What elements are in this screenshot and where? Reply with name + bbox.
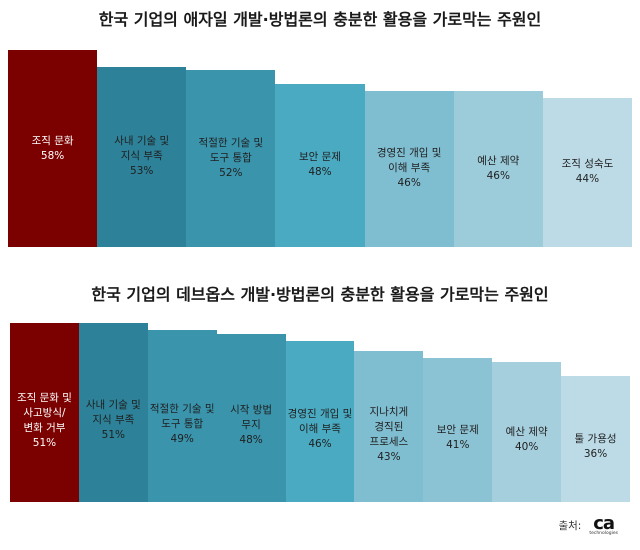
category-label: 지나치게 경직된 프로세스	[369, 405, 409, 448]
value-label: 46%	[397, 177, 421, 190]
bar-label: 예산 제약 40%	[492, 425, 561, 455]
bar	[542, 97, 632, 247]
bar	[285, 340, 355, 502]
bar-label: 보안 문제 41%	[423, 423, 492, 453]
bar	[492, 361, 562, 502]
bar-label: 예산 제약 46%	[454, 154, 543, 184]
category-label: 예산 제약	[505, 425, 548, 438]
category-label: 보안 문제	[436, 424, 479, 437]
bar	[561, 375, 630, 502]
value-label: 52%	[219, 167, 243, 180]
value-label: 48%	[239, 434, 263, 447]
ca-technologies-logo: ca technologies	[589, 515, 618, 537]
chart-title-devops: 한국 기업의 데브옵스 개발·방법론의 충분한 활용을 가로막는 주원인	[91, 285, 549, 304]
category-label: 경영진 개입 및 이해 부족	[287, 407, 353, 435]
bar-label: 툴 가용성 36%	[561, 432, 630, 462]
category-label: 적절한 기술 및 도구 통합	[149, 402, 215, 430]
bar	[10, 323, 79, 502]
bar-label: 조직 성숙도 44%	[543, 157, 632, 187]
category-label: 조직 성숙도	[561, 158, 614, 171]
bar-label: 조직 문화 및 사고방식/ 변화 거부 51%	[10, 391, 79, 451]
category-label: 예산 제약	[477, 154, 520, 167]
logo-mark: ca	[593, 513, 615, 534]
value-label: 43%	[377, 450, 401, 463]
value-label: 36%	[583, 447, 608, 460]
bar	[8, 50, 98, 247]
bar	[216, 333, 286, 502]
category-label: 사내 기술 및 지식 부족	[85, 399, 141, 426]
value-label: 40%	[514, 440, 539, 453]
bar	[97, 66, 187, 247]
bar-label: 보안 문제 48%	[275, 150, 364, 180]
category-label: 경영진 개입 및 이해 부족	[376, 147, 442, 175]
category-label: 툴 가용성	[574, 432, 617, 445]
bar-label: 지나치게 경직된 프로세스 43%	[354, 405, 423, 465]
bar-label: 시작 방법 무지 48%	[217, 403, 286, 448]
bar-label: 경영진 개입 및 이해 부족 46%	[365, 146, 454, 191]
value-label: 44%	[575, 173, 600, 186]
value-label: 46%	[308, 437, 332, 450]
bar	[423, 358, 493, 502]
value-label: 58%	[40, 149, 65, 162]
category-label: 적절한 기술 및 도구 통합	[198, 137, 264, 165]
bar	[453, 90, 543, 247]
value-label: 46%	[486, 169, 510, 182]
value-label: 51%	[32, 436, 57, 449]
bar-label: 적절한 기술 및 도구 통합 52%	[186, 136, 275, 181]
source-label: 출처:	[558, 520, 582, 533]
value-label: 41%	[446, 439, 470, 452]
bar-label: 사내 기술 및 지식 부족 51%	[79, 398, 148, 443]
bar	[147, 330, 217, 502]
bar	[78, 323, 148, 502]
source-credit: 출처: ca technologies	[558, 515, 618, 537]
bar	[364, 90, 454, 247]
category-label: 조직 문화	[31, 134, 74, 147]
category-label: 보안 문제	[299, 151, 341, 164]
logo-subtitle: technologies	[589, 531, 618, 536]
category-label: 사내 기술 및 지식 부족	[114, 135, 170, 163]
bar	[354, 351, 424, 502]
bar	[186, 70, 276, 247]
category-label: 시작 방법 무지	[230, 404, 273, 432]
bar-label: 사내 기술 및 지식 부족 53%	[97, 134, 186, 179]
bar-label: 경영진 개입 및 이해 부족 46%	[286, 407, 355, 452]
chart-title-agile: 한국 기업의 애자일 개발·방법론의 충분한 활용을 가로막는 주원인	[98, 10, 542, 29]
value-label: 48%	[308, 166, 332, 179]
bar-label: 조직 문화 58%	[8, 134, 97, 164]
bar	[275, 83, 365, 247]
value-label: 51%	[101, 429, 125, 441]
category-label: 조직 문화 및 사고방식/ 변화 거부	[16, 391, 72, 434]
value-label: 49%	[170, 432, 194, 445]
value-label: 53%	[130, 165, 154, 178]
bar-label: 적절한 기술 및 도구 통합 49%	[148, 402, 217, 447]
